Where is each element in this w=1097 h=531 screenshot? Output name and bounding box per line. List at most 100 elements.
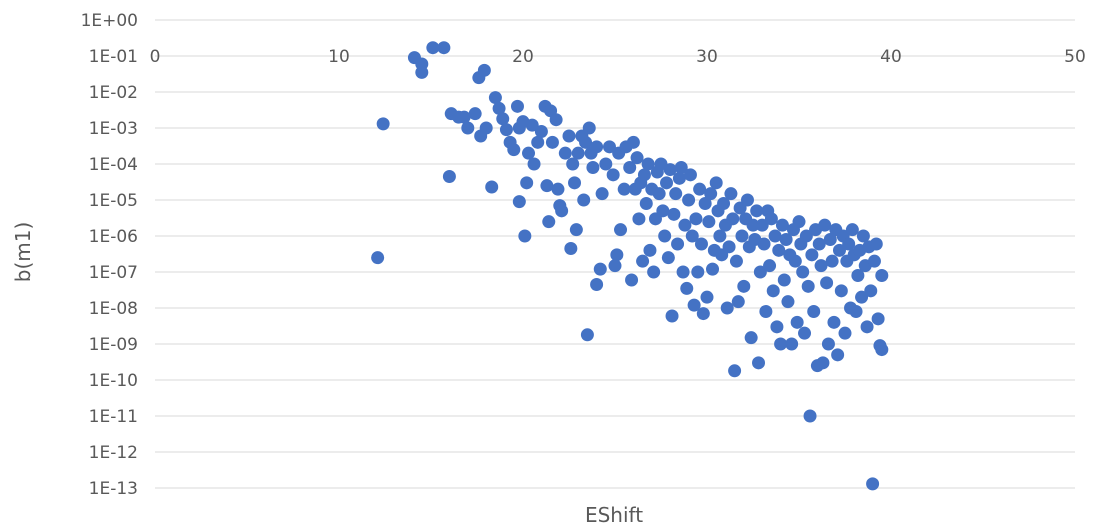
data-point <box>376 117 390 131</box>
y-axis-title: b(m1) <box>11 222 35 283</box>
data-point <box>426 41 440 55</box>
data-point <box>512 195 526 209</box>
data-point <box>774 337 788 351</box>
y-tick-label: 1E-02 <box>89 83 138 103</box>
data-point <box>593 262 607 276</box>
data-point <box>442 169 456 183</box>
data-point <box>823 232 837 246</box>
data-point <box>759 304 773 318</box>
data-point <box>820 276 834 290</box>
data-point <box>720 301 734 315</box>
data-point <box>735 229 749 243</box>
data-point <box>779 232 793 246</box>
data-point <box>788 254 802 268</box>
data-point <box>796 265 810 279</box>
data-point <box>542 215 556 229</box>
y-tick-label: 1E-01 <box>89 47 138 67</box>
data-point <box>590 140 604 154</box>
data-point <box>545 135 559 149</box>
data-point <box>812 237 826 251</box>
data-point <box>669 187 683 201</box>
data-point <box>499 123 513 137</box>
data-point <box>849 304 863 318</box>
data-point <box>566 157 580 171</box>
data-point <box>818 218 832 232</box>
data-point <box>693 182 707 196</box>
data-point <box>875 268 889 282</box>
data-point <box>709 176 723 190</box>
data-point <box>803 409 817 423</box>
data-point <box>564 241 578 255</box>
data-point <box>625 273 639 287</box>
data-points <box>371 41 889 491</box>
data-point <box>807 304 821 318</box>
gridlines <box>155 19 1075 489</box>
y-tick-label: 1E-09 <box>89 335 138 355</box>
data-point <box>722 240 736 254</box>
data-point <box>608 259 622 273</box>
data-point <box>599 157 613 171</box>
data-point <box>641 157 655 171</box>
y-tick-label: 1E-04 <box>89 155 138 175</box>
data-point <box>772 243 786 257</box>
data-point <box>580 328 594 342</box>
data-point <box>696 307 710 321</box>
y-tick-label: 1E-08 <box>89 299 138 319</box>
data-point <box>766 284 780 298</box>
data-point <box>527 157 541 171</box>
data-point <box>832 243 846 257</box>
data-point <box>610 248 624 262</box>
data-point <box>582 121 596 135</box>
data-point <box>855 290 869 304</box>
data-point <box>665 309 679 323</box>
data-point <box>691 265 705 279</box>
x-axis-ticks: 0 10 20 30 40 50 <box>150 47 1086 67</box>
data-point <box>731 295 745 309</box>
data-point <box>534 124 548 138</box>
data-point <box>571 146 585 160</box>
data-point <box>713 229 727 243</box>
data-point <box>637 168 651 182</box>
data-point <box>869 237 883 251</box>
data-point <box>683 168 697 182</box>
data-point <box>799 229 813 243</box>
data-point <box>851 268 865 282</box>
data-point <box>728 364 742 378</box>
data-point <box>568 176 582 190</box>
data-point <box>755 218 769 232</box>
x-tick-label: 40 <box>880 47 902 67</box>
data-point <box>700 290 714 304</box>
data-point <box>753 265 767 279</box>
data-point <box>764 212 778 226</box>
data-point <box>632 212 646 226</box>
data-point <box>477 63 491 77</box>
data-point <box>687 298 701 312</box>
data-point <box>689 212 703 226</box>
data-point <box>652 187 666 201</box>
data-point <box>834 284 848 298</box>
data-point <box>678 218 692 232</box>
data-point <box>586 160 600 174</box>
data-point <box>750 204 764 218</box>
data-point <box>485 180 499 194</box>
data-point <box>672 171 686 185</box>
data-point <box>595 187 609 201</box>
data-point <box>479 121 493 135</box>
data-point <box>371 251 385 265</box>
data-point <box>518 229 532 243</box>
y-tick-label: 1E-11 <box>89 407 138 427</box>
data-point <box>461 121 475 135</box>
data-point <box>415 65 429 79</box>
data-point <box>685 229 699 243</box>
data-point <box>866 477 880 491</box>
data-point <box>864 284 878 298</box>
data-point <box>522 146 536 160</box>
data-point <box>520 176 534 190</box>
data-point <box>602 140 616 154</box>
data-point <box>816 356 830 370</box>
data-point <box>867 254 881 268</box>
data-point <box>558 146 572 160</box>
y-axis-ticks: 1E+00 1E-01 1E-02 1E-03 1E-04 1E-05 1E-06 1E-07… <box>81 11 138 499</box>
data-point <box>763 259 777 273</box>
